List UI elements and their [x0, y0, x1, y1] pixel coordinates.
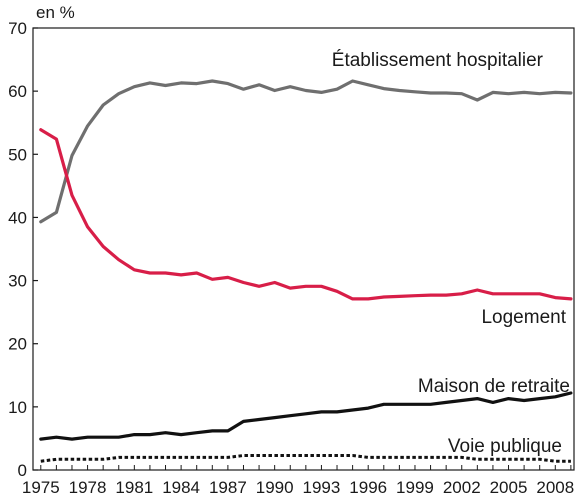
x-tick-label: 1978 [69, 478, 107, 497]
x-tick-label: 1996 [349, 478, 387, 497]
series-label-logement: Logement [481, 307, 566, 328]
y-tick-label: 0 [18, 461, 27, 480]
x-tick-label: 1990 [256, 478, 294, 497]
x-tick-label: 2002 [443, 478, 481, 497]
y-tick-label: 40 [8, 208, 27, 227]
x-tick-label: 1975 [22, 478, 60, 497]
series-line-logement [39, 128, 573, 301]
y-tick-label: 60 [8, 82, 27, 101]
y-tick-label: 50 [8, 145, 27, 164]
series-lines [39, 79, 573, 463]
y-tick-label: 10 [8, 398, 27, 417]
y-tick-label: 30 [8, 272, 27, 291]
y-unit-label: en % [36, 3, 75, 22]
plot-frame [32, 27, 575, 471]
x-tick-label: 2008 [536, 478, 574, 497]
series-line-maison-de-retraite [39, 391, 573, 441]
series-label-maison-de-retraite: Maison de retraite [418, 376, 570, 397]
series-labels: Établissement hospitalier Logement Maison … [332, 50, 570, 457]
y-tick-label: 70 [8, 19, 27, 38]
series-line-voie-publique [40, 454, 571, 463]
series-label-etablissement-hospitalier: Établissement hospitalier [332, 50, 544, 71]
x-tick-label: 2005 [490, 478, 528, 497]
y-tick-label: 20 [8, 335, 27, 354]
x-tick-label: 1981 [115, 478, 153, 497]
x-tick-label: 1999 [396, 478, 434, 497]
x-tick-label: 1987 [209, 478, 247, 497]
axes: 0 10 20 30 40 50 60 70 1975 1978 1981 1984 1987 1990 1… [8, 19, 575, 497]
series-label-voie-publique: Voie publique [448, 436, 562, 457]
x-tick-label: 1984 [162, 478, 200, 497]
series-line-etablissement-hospitalier [39, 79, 573, 224]
x-tick-label: 1993 [303, 478, 341, 497]
